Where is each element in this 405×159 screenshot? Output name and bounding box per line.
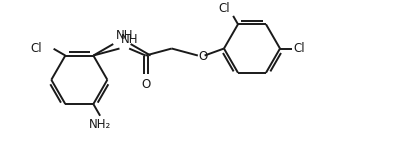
Text: NH: NH (116, 29, 134, 42)
Text: NH: NH (120, 33, 138, 46)
Text: Cl: Cl (294, 42, 305, 55)
Text: NH₂: NH₂ (89, 118, 111, 131)
Text: Cl: Cl (219, 2, 230, 15)
Text: O: O (199, 50, 208, 63)
Text: Cl: Cl (30, 42, 42, 55)
Text: O: O (141, 78, 150, 91)
